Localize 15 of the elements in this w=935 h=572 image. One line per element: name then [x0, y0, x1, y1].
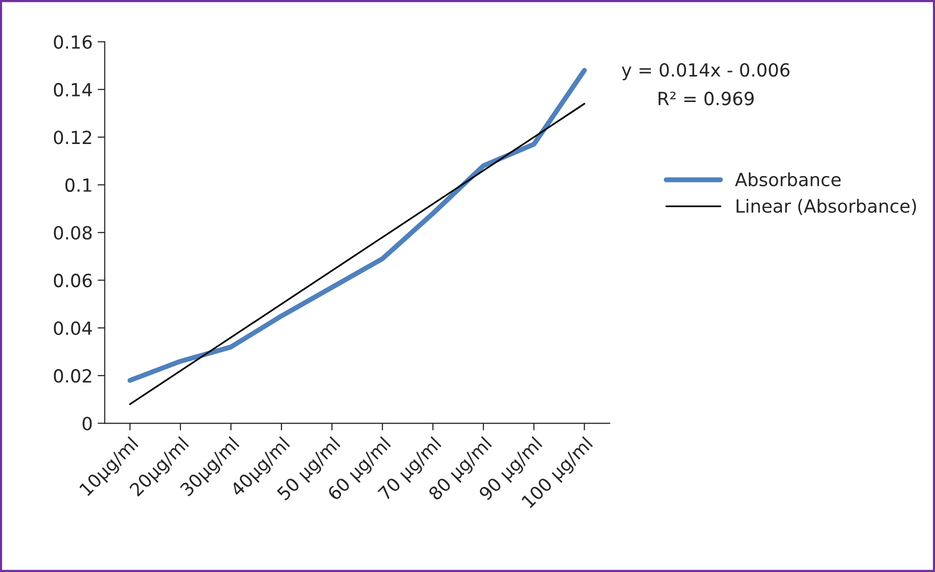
text: y = 0.014x - 0.006 [622, 63, 790, 80]
line-series [129, 102, 586, 406]
y-tick-label: 0.16 [54, 35, 92, 49]
y-tick-label: 0 [82, 416, 92, 430]
y-tick-label: 0.06 [54, 274, 92, 288]
line-series [128, 68, 587, 383]
y-tick-label: 0.02 [54, 369, 92, 383]
y-tick-label: 0.08 [54, 226, 92, 240]
y-tick-label: 0.12 [54, 130, 92, 144]
y-tick-label: 0.14 [54, 82, 92, 97]
y-tick-label: 0.1 [65, 178, 92, 192]
legend-label: Linear (Absorbance) [736, 198, 916, 215]
legend-label: Absorbance [735, 172, 841, 186]
y-tick-label: 0.04 [54, 321, 92, 336]
text: R² = 0.969 [658, 92, 754, 106]
